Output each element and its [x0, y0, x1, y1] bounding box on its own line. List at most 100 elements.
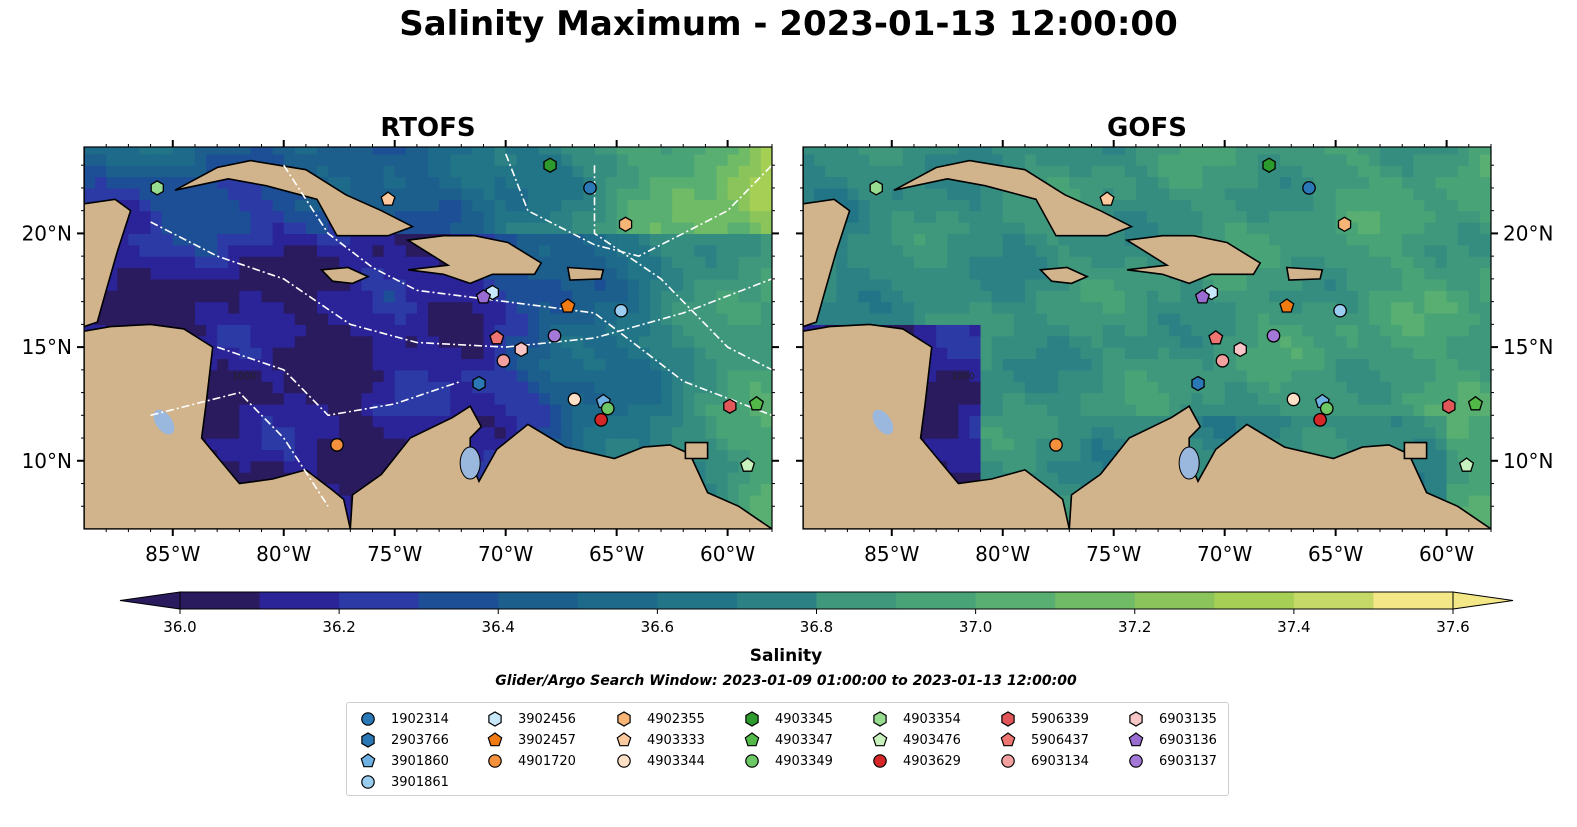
field-cell — [1169, 312, 1181, 325]
field-cell — [1257, 290, 1270, 303]
field-cell — [1002, 415, 1015, 428]
field-cell — [672, 301, 684, 314]
field-cell — [1047, 381, 1059, 394]
field-cell — [283, 312, 296, 325]
field-cell — [1213, 415, 1226, 428]
field-cell — [1147, 290, 1159, 303]
field-cell — [727, 347, 740, 360]
field-cell — [1335, 312, 1348, 325]
field-cell — [1080, 147, 1093, 155]
field-cell — [1102, 147, 1115, 155]
field-cell — [1257, 392, 1270, 405]
field-cell — [394, 358, 407, 371]
legend-item-3901860: 3901860 — [359, 751, 449, 771]
field-cell — [1191, 392, 1204, 405]
field-cell — [969, 210, 982, 223]
field-cell — [991, 267, 1004, 280]
field-cell — [1058, 324, 1070, 337]
field-cell — [1191, 199, 1204, 212]
field-cell — [1424, 199, 1437, 212]
field-cell — [1191, 426, 1204, 439]
field-cell — [716, 392, 729, 405]
field-cell — [902, 278, 915, 291]
field-cell — [1402, 199, 1414, 212]
field-cell — [139, 290, 152, 303]
field-cell — [483, 449, 496, 462]
field-cell — [1479, 347, 1491, 360]
field-cell — [1324, 312, 1337, 325]
field-cell — [516, 165, 529, 178]
field-cell — [317, 153, 329, 166]
field-cell — [749, 233, 762, 246]
field-cell — [716, 426, 729, 439]
field-cell — [206, 415, 218, 428]
field-cell — [1213, 187, 1226, 200]
field-cell — [627, 267, 640, 280]
land-yucatan — [84, 147, 132, 328]
field-cell — [716, 267, 729, 280]
field-cell — [272, 381, 285, 394]
field-cell — [1124, 199, 1137, 212]
field-cell — [128, 153, 141, 166]
field-cell — [936, 267, 948, 280]
field-cell — [1280, 381, 1292, 394]
field-cell — [361, 267, 374, 280]
field-cell — [913, 233, 926, 246]
field-cell — [217, 233, 229, 246]
legend-label: 4903629 — [903, 753, 961, 769]
field-cell — [760, 449, 772, 462]
field-cell — [661, 278, 673, 291]
field-cell — [150, 222, 163, 235]
field-cell — [1380, 233, 1392, 246]
field-cell — [538, 233, 551, 246]
field-cell — [705, 381, 718, 394]
field-cell — [194, 312, 207, 325]
field-cell — [439, 210, 451, 223]
field-cell — [439, 324, 451, 337]
field-cell — [1246, 187, 1259, 200]
field-cell — [936, 290, 948, 303]
field-cell — [1213, 438, 1226, 451]
field-cell — [605, 335, 618, 348]
field-cell — [206, 392, 218, 405]
field-cell — [283, 369, 296, 382]
field-cell — [1036, 210, 1048, 223]
field-cell — [283, 392, 296, 405]
field-cell — [383, 290, 396, 303]
field-cell — [1413, 267, 1426, 280]
field-cell — [1435, 312, 1448, 325]
field-cell — [1446, 426, 1459, 439]
field-cell — [1213, 301, 1226, 314]
field-cell — [913, 256, 926, 269]
field-cell — [1457, 438, 1470, 451]
field-cell — [1235, 358, 1248, 371]
field-cell — [405, 222, 418, 235]
field-cell — [694, 426, 707, 439]
field-cell — [461, 392, 473, 405]
field-cell — [1147, 335, 1159, 348]
field-cell — [1479, 358, 1491, 371]
field-cell — [1257, 278, 1270, 291]
field-cell — [716, 381, 729, 394]
field-cell — [1413, 256, 1426, 269]
field-cell — [836, 153, 848, 166]
field-cell — [1002, 460, 1015, 473]
field-cell — [1413, 415, 1426, 428]
field-cell — [1124, 244, 1137, 257]
field-cell — [516, 392, 529, 405]
field-cell — [969, 369, 982, 382]
field-cell — [361, 403, 374, 416]
field-cell — [1080, 324, 1093, 337]
legend-item-6903136: 6903136 — [1127, 730, 1217, 750]
field-cell — [1147, 403, 1159, 416]
field-cell — [925, 415, 937, 428]
field-cell — [250, 324, 263, 337]
field-cell — [1468, 147, 1481, 155]
field-cell — [1291, 438, 1303, 451]
field-cell — [483, 210, 496, 223]
field-cell — [561, 199, 573, 212]
field-cell — [749, 335, 762, 348]
field-cell — [749, 244, 762, 257]
field-cell — [583, 324, 596, 337]
field-cell — [472, 403, 485, 416]
